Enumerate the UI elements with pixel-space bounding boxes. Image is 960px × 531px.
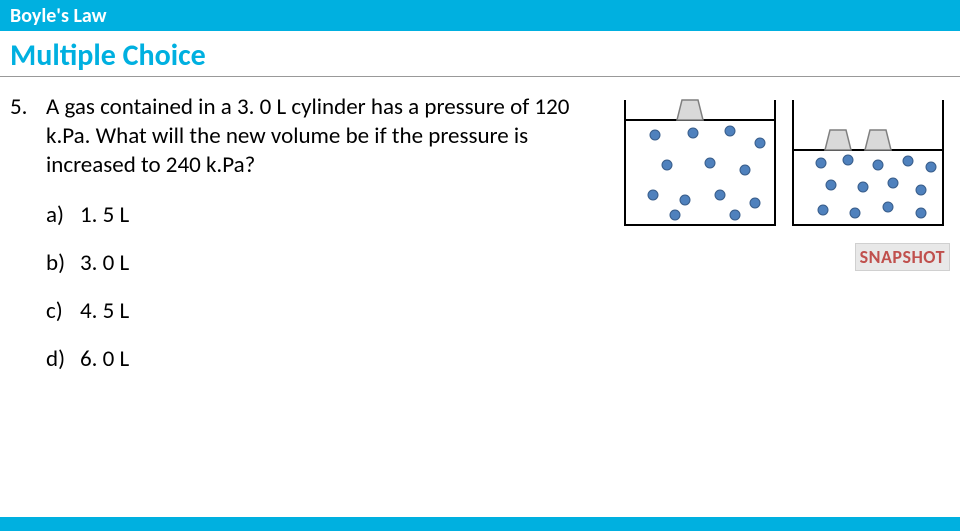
choice-c[interactable]: c) 4. 5 L (10, 297, 610, 325)
question: 5. A gas contained in a 3. 0 L cylinder … (10, 93, 610, 179)
choice-text: 3. 0 L (80, 249, 129, 277)
choice-text: 1. 5 L (80, 201, 129, 229)
choice-text: 6. 0 L (80, 345, 129, 373)
topbar-title: Boyle's Law (10, 4, 107, 28)
question-text: A gas contained in a 3. 0 L cylinder has… (46, 93, 610, 179)
choices: a) 1. 5 L b) 3. 0 L c) 4. 5 L d) 6. 0 L (10, 201, 610, 373)
question-number: 5. (10, 93, 46, 179)
choice-a[interactable]: a) 1. 5 L (10, 201, 610, 229)
section-title: Multiple Choice (0, 31, 960, 77)
choice-letter: a) (46, 201, 80, 229)
snapshot-label: SNAPSHOT (855, 243, 950, 271)
cylinder-diagram-left (620, 93, 780, 228)
diagram-wrap (620, 93, 950, 228)
content: 5. A gas contained in a 3. 0 L cylinder … (0, 87, 960, 393)
snapshot-badge: SNAPSHOT (620, 246, 950, 268)
choice-letter: c) (46, 297, 80, 325)
choice-letter: d) (46, 345, 80, 373)
topbar: Boyle's Law (0, 0, 960, 31)
diagram-column: SNAPSHOT (610, 93, 950, 393)
footer-bar (0, 517, 960, 531)
question-column: 5. A gas contained in a 3. 0 L cylinder … (10, 93, 610, 393)
choice-text: 4. 5 L (80, 297, 129, 325)
choice-letter: b) (46, 249, 80, 277)
cylinder-diagram-right (788, 93, 948, 228)
choice-d[interactable]: d) 6. 0 L (10, 345, 610, 373)
choice-b[interactable]: b) 3. 0 L (10, 249, 610, 277)
